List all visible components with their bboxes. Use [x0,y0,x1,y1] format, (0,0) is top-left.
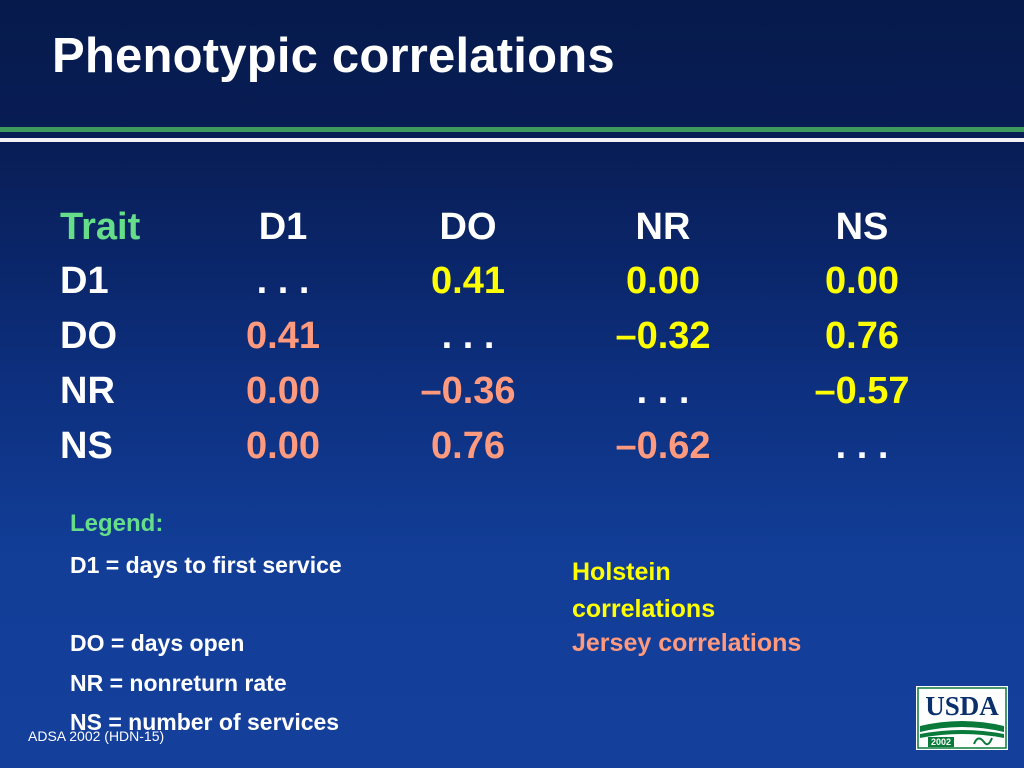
table-cell-do-ns: 0.76 [825,315,899,357]
table-cell-do-do: . . . [441,315,495,357]
row-label-d1: D1 [60,260,109,302]
usda-logo-year: 2002 [931,737,951,747]
legend-item-do: DO = days open [70,630,245,656]
table-cell-ns-ns: . . . [835,425,889,467]
table-cell-d1-ns: 0.00 [825,260,899,302]
table-header-ns: NS [835,206,889,248]
table-header-nr: NR [635,206,691,248]
row-label-ns: NS [60,425,113,467]
legend-item-nr: NR = nonreturn rate [70,670,287,696]
table-header-do: DO [439,206,497,248]
usda-logo: USDA 2002 [916,686,1008,750]
jersey-key: Jersey correlations [572,629,802,657]
slide-title: Phenotypic correlations [52,29,615,83]
table-cell-ns-d1: 0.00 [246,425,320,467]
table-cell-nr-ns: –0.57 [814,370,910,412]
table-cell-ns-do: 0.76 [431,425,505,467]
table-cell-nr-nr: . . . [636,370,690,412]
table-cell-d1-do: 0.41 [431,260,505,302]
table-cell-d1-nr: 0.00 [626,260,700,302]
row-label-nr: NR [60,370,115,412]
table-cell-do-nr: –0.32 [615,315,711,357]
row-label-do: DO [60,315,117,357]
title-divider-white [0,138,1024,142]
legend-item-d1: D1 = days to first service [70,552,342,578]
table-cell-nr-do: –0.36 [420,370,516,412]
table-cell-do-d1: 0.41 [246,315,320,357]
legend-title: Legend: [70,510,164,537]
holstein-key: Holstein correlations [572,558,716,623]
table-cell-ns-nr: –0.62 [615,425,711,467]
usda-logo-text: USDA [925,691,999,721]
table-header-d1: D1 [258,206,308,248]
footer-citation: ADSA 2002 (HDN-15) [28,728,165,744]
legend-item-ns: NS = number of services [70,709,340,735]
table-cell-nr-d1: 0.00 [246,370,320,412]
title-divider-green [0,127,1024,132]
table-header-trait: Trait [60,206,141,248]
table-cell-d1-d1: . . . [256,260,310,302]
